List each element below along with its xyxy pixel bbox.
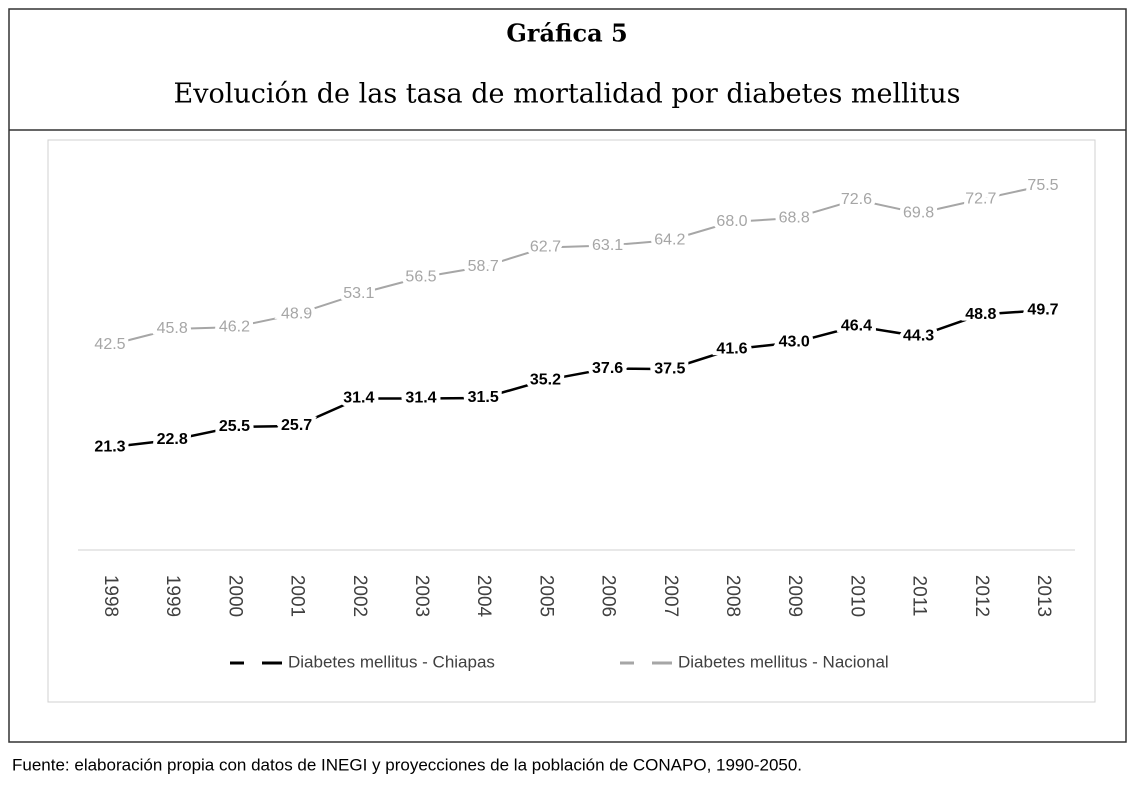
chart-area: [47, 139, 1096, 703]
x-tick-label: 2007: [660, 575, 681, 617]
data-label: 48.9: [281, 305, 312, 322]
x-tick-label: 2001: [287, 575, 308, 617]
x-tick-label: 1999: [162, 575, 183, 617]
data-label: 35.2: [530, 371, 561, 388]
data-label: 37.6: [592, 360, 623, 377]
data-label: 49.7: [1027, 301, 1058, 318]
data-label: 31.4: [405, 390, 436, 407]
data-label: 37.5: [654, 360, 685, 377]
data-label: 63.1: [592, 237, 623, 254]
x-tick-label: 2011: [909, 576, 930, 617]
legend-label: Diabetes mellitus - Chiapas: [288, 652, 495, 671]
data-label: 56.5: [405, 269, 436, 286]
x-tick-label: 1998: [100, 575, 121, 617]
data-label: 68.8: [779, 209, 810, 226]
data-label: 62.7: [530, 239, 561, 256]
x-tick-label: 2013: [1033, 575, 1054, 617]
data-label: 69.8: [903, 204, 934, 221]
series-line: [109, 184, 1044, 346]
data-label: 46.2: [219, 318, 250, 335]
chart-title: Gráfica 5: [506, 19, 627, 48]
data-label: 58.7: [468, 258, 499, 275]
data-label: 22.8: [157, 431, 188, 448]
data-label: 45.8: [157, 320, 188, 337]
data-label: 46.4: [841, 317, 872, 334]
x-tick-label: 2009: [784, 575, 805, 617]
frame: [8, 8, 1127, 743]
data-label: 72.6: [841, 191, 872, 208]
data-label: 44.3: [903, 327, 934, 344]
legend-label: Diabetes mellitus - Nacional: [678, 652, 889, 671]
data-label: 75.5: [1027, 177, 1058, 194]
x-tick-label: 2005: [535, 575, 556, 617]
data-label: 53.1: [343, 285, 374, 302]
x-tick-label: 2000: [224, 575, 245, 617]
x-tick-label: 2003: [411, 575, 432, 617]
series-line: [109, 308, 1044, 449]
x-tick-label: 2006: [598, 575, 619, 617]
x-tick-label: 2004: [473, 575, 494, 618]
data-label: 48.8: [965, 306, 996, 323]
data-label: 68.0: [716, 213, 747, 230]
x-tick-label: 2008: [722, 575, 743, 617]
x-tick-label: 2010: [846, 575, 867, 617]
data-label: 42.5: [94, 336, 125, 353]
data-label: 64.2: [654, 231, 685, 248]
data-label: 25.7: [281, 417, 312, 434]
chart-subtitle: Evolución de las tasa de mortalidad por …: [174, 79, 961, 110]
data-label: 41.6: [716, 340, 747, 357]
source-note: Fuente: elaboración propia con datos de …: [12, 755, 802, 774]
x-tick-label: 2002: [349, 575, 370, 617]
x-tick-label: 2012: [971, 575, 992, 617]
data-label: 31.4: [343, 390, 374, 407]
data-label: 31.5: [468, 389, 499, 406]
data-label: 72.7: [965, 190, 996, 207]
data-label: 43.0: [779, 334, 810, 351]
data-label: 21.3: [94, 438, 125, 455]
data-label: 25.5: [219, 418, 250, 435]
